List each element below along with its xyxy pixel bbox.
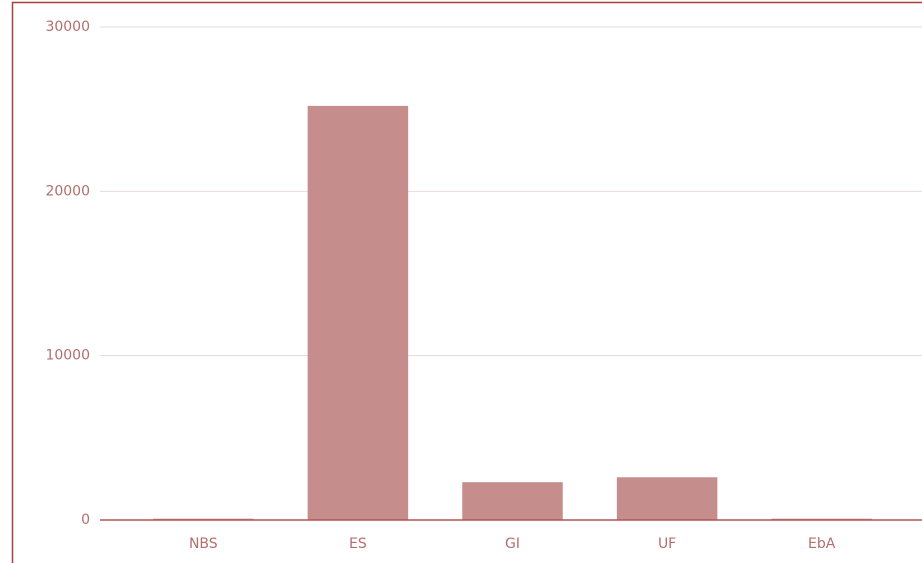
y-tick-label: 20000 bbox=[45, 183, 90, 199]
bar bbox=[616, 477, 718, 520]
y-tick-label: 10000 bbox=[45, 348, 90, 364]
y-tick-label: 0 bbox=[81, 512, 90, 528]
x-tick-label: ES bbox=[349, 536, 367, 552]
frame bbox=[11, 1, 922, 563]
x-tick-label: NBS bbox=[189, 536, 218, 552]
bar bbox=[307, 105, 409, 520]
x-tick-label: EbA bbox=[808, 536, 836, 552]
x-tick-label: UF bbox=[658, 536, 676, 552]
y-tick-label: 30000 bbox=[45, 19, 90, 35]
bar bbox=[462, 482, 563, 520]
x-tick-label: GI bbox=[505, 536, 520, 552]
